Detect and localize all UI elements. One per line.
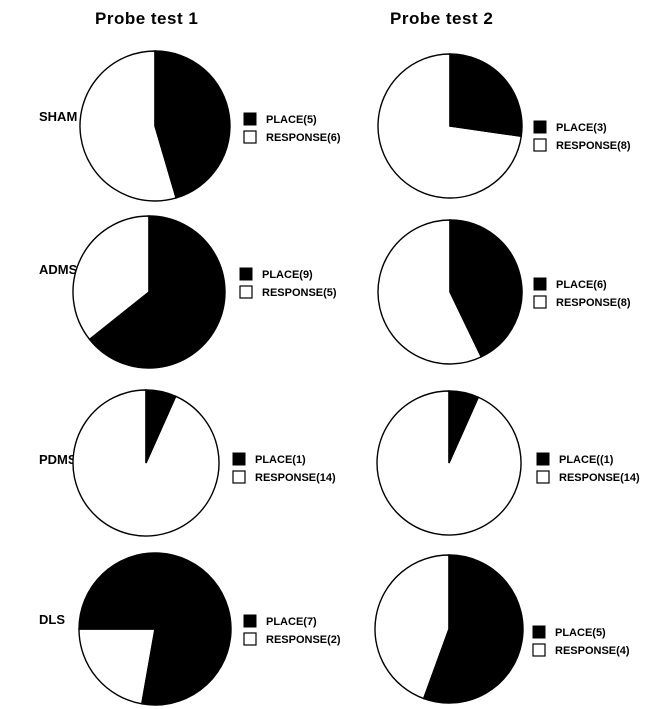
column-title-probe-test-2: Probe test 2 <box>390 9 493 28</box>
pie-slice-place-adms-probe2 <box>449 219 523 358</box>
pie-slice-place-sham-probe1 <box>154 50 231 199</box>
legend-swatch-response-dls-probe1 <box>243 632 257 646</box>
pie-slice-response-dls-probe2 <box>374 554 450 700</box>
pie-slice-place-pdms-probe2 <box>448 390 480 464</box>
pie-slice-response-adms-probe2 <box>377 219 483 365</box>
legend-label-place-sham-probe1: PLACE(5) <box>266 114 317 126</box>
legend-swatch-response-sham-probe1 <box>243 130 257 144</box>
pie-slice-response-adms-probe1 <box>72 215 150 341</box>
pie-slice-place-adms-probe1 <box>88 215 226 369</box>
legend-label-response-pdms-probe1: RESPONSE(14) <box>255 472 336 484</box>
legend-label-response-adms-probe2: RESPONSE(8) <box>556 297 631 309</box>
pie-slice-place-sham-probe2 <box>449 53 523 138</box>
legend-swatch-place-adms-probe2 <box>533 277 547 291</box>
legend-label-response-pdms-probe2: RESPONSE(14) <box>559 472 640 484</box>
legend-label-place-pdms-probe2: PLACE((1) <box>559 454 614 466</box>
legend-label-place-dls-probe1: PLACE(7) <box>266 616 317 628</box>
legend-label-response-dls-probe1: RESPONSE(2) <box>266 634 341 646</box>
legend-swatch-place-dls-probe2 <box>532 625 546 639</box>
legend-label-response-sham-probe2: RESPONSE(8) <box>556 140 631 152</box>
legend-swatch-response-dls-probe2 <box>532 643 546 657</box>
row-label-adms: ADMS <box>39 262 78 277</box>
pie-slice-response-dls-probe1 <box>78 628 156 705</box>
legend-label-place-adms-probe2: PLACE(6) <box>556 279 607 291</box>
legend-swatch-place-pdms-probe1 <box>232 452 246 466</box>
legend-swatch-place-dls-probe1 <box>243 614 257 628</box>
legend-swatch-response-adms-probe1 <box>239 285 253 299</box>
legend-swatch-response-adms-probe2 <box>533 295 547 309</box>
legend-label-response-adms-probe1: RESPONSE(5) <box>262 287 337 299</box>
legend-swatch-place-sham-probe1 <box>243 112 257 126</box>
row-label-sham: SHAM <box>39 109 77 124</box>
legend-label-place-pdms-probe1: PLACE(1) <box>255 454 306 466</box>
row-label-dls: DLS <box>39 612 65 627</box>
pie-slice-response-sham-probe1 <box>79 50 177 202</box>
legend-label-response-dls-probe2: RESPONSE(4) <box>555 645 630 657</box>
legend-label-place-adms-probe1: PLACE(9) <box>262 269 313 281</box>
legend-swatch-place-pdms-probe2 <box>536 452 550 466</box>
row-label-pdms: PDMS <box>39 452 77 467</box>
legend-swatch-response-sham-probe2 <box>533 138 547 152</box>
pie-slice-place-pdms-probe1 <box>145 389 177 464</box>
legend-swatch-place-adms-probe1 <box>239 267 253 281</box>
legend-swatch-response-pdms-probe2 <box>536 470 550 484</box>
pie-slice-place-dls-probe2 <box>422 554 524 704</box>
pie-slice-place-dls-probe1 <box>78 552 232 706</box>
column-title-probe-test-1: Probe test 1 <box>95 9 198 28</box>
legend-label-place-dls-probe2: PLACE(5) <box>555 627 606 639</box>
legend-swatch-response-pdms-probe1 <box>232 470 246 484</box>
legend-swatch-place-sham-probe2 <box>533 120 547 134</box>
legend-label-response-sham-probe1: RESPONSE(6) <box>266 132 341 144</box>
legend-label-place-sham-probe2: PLACE(3) <box>556 122 607 134</box>
